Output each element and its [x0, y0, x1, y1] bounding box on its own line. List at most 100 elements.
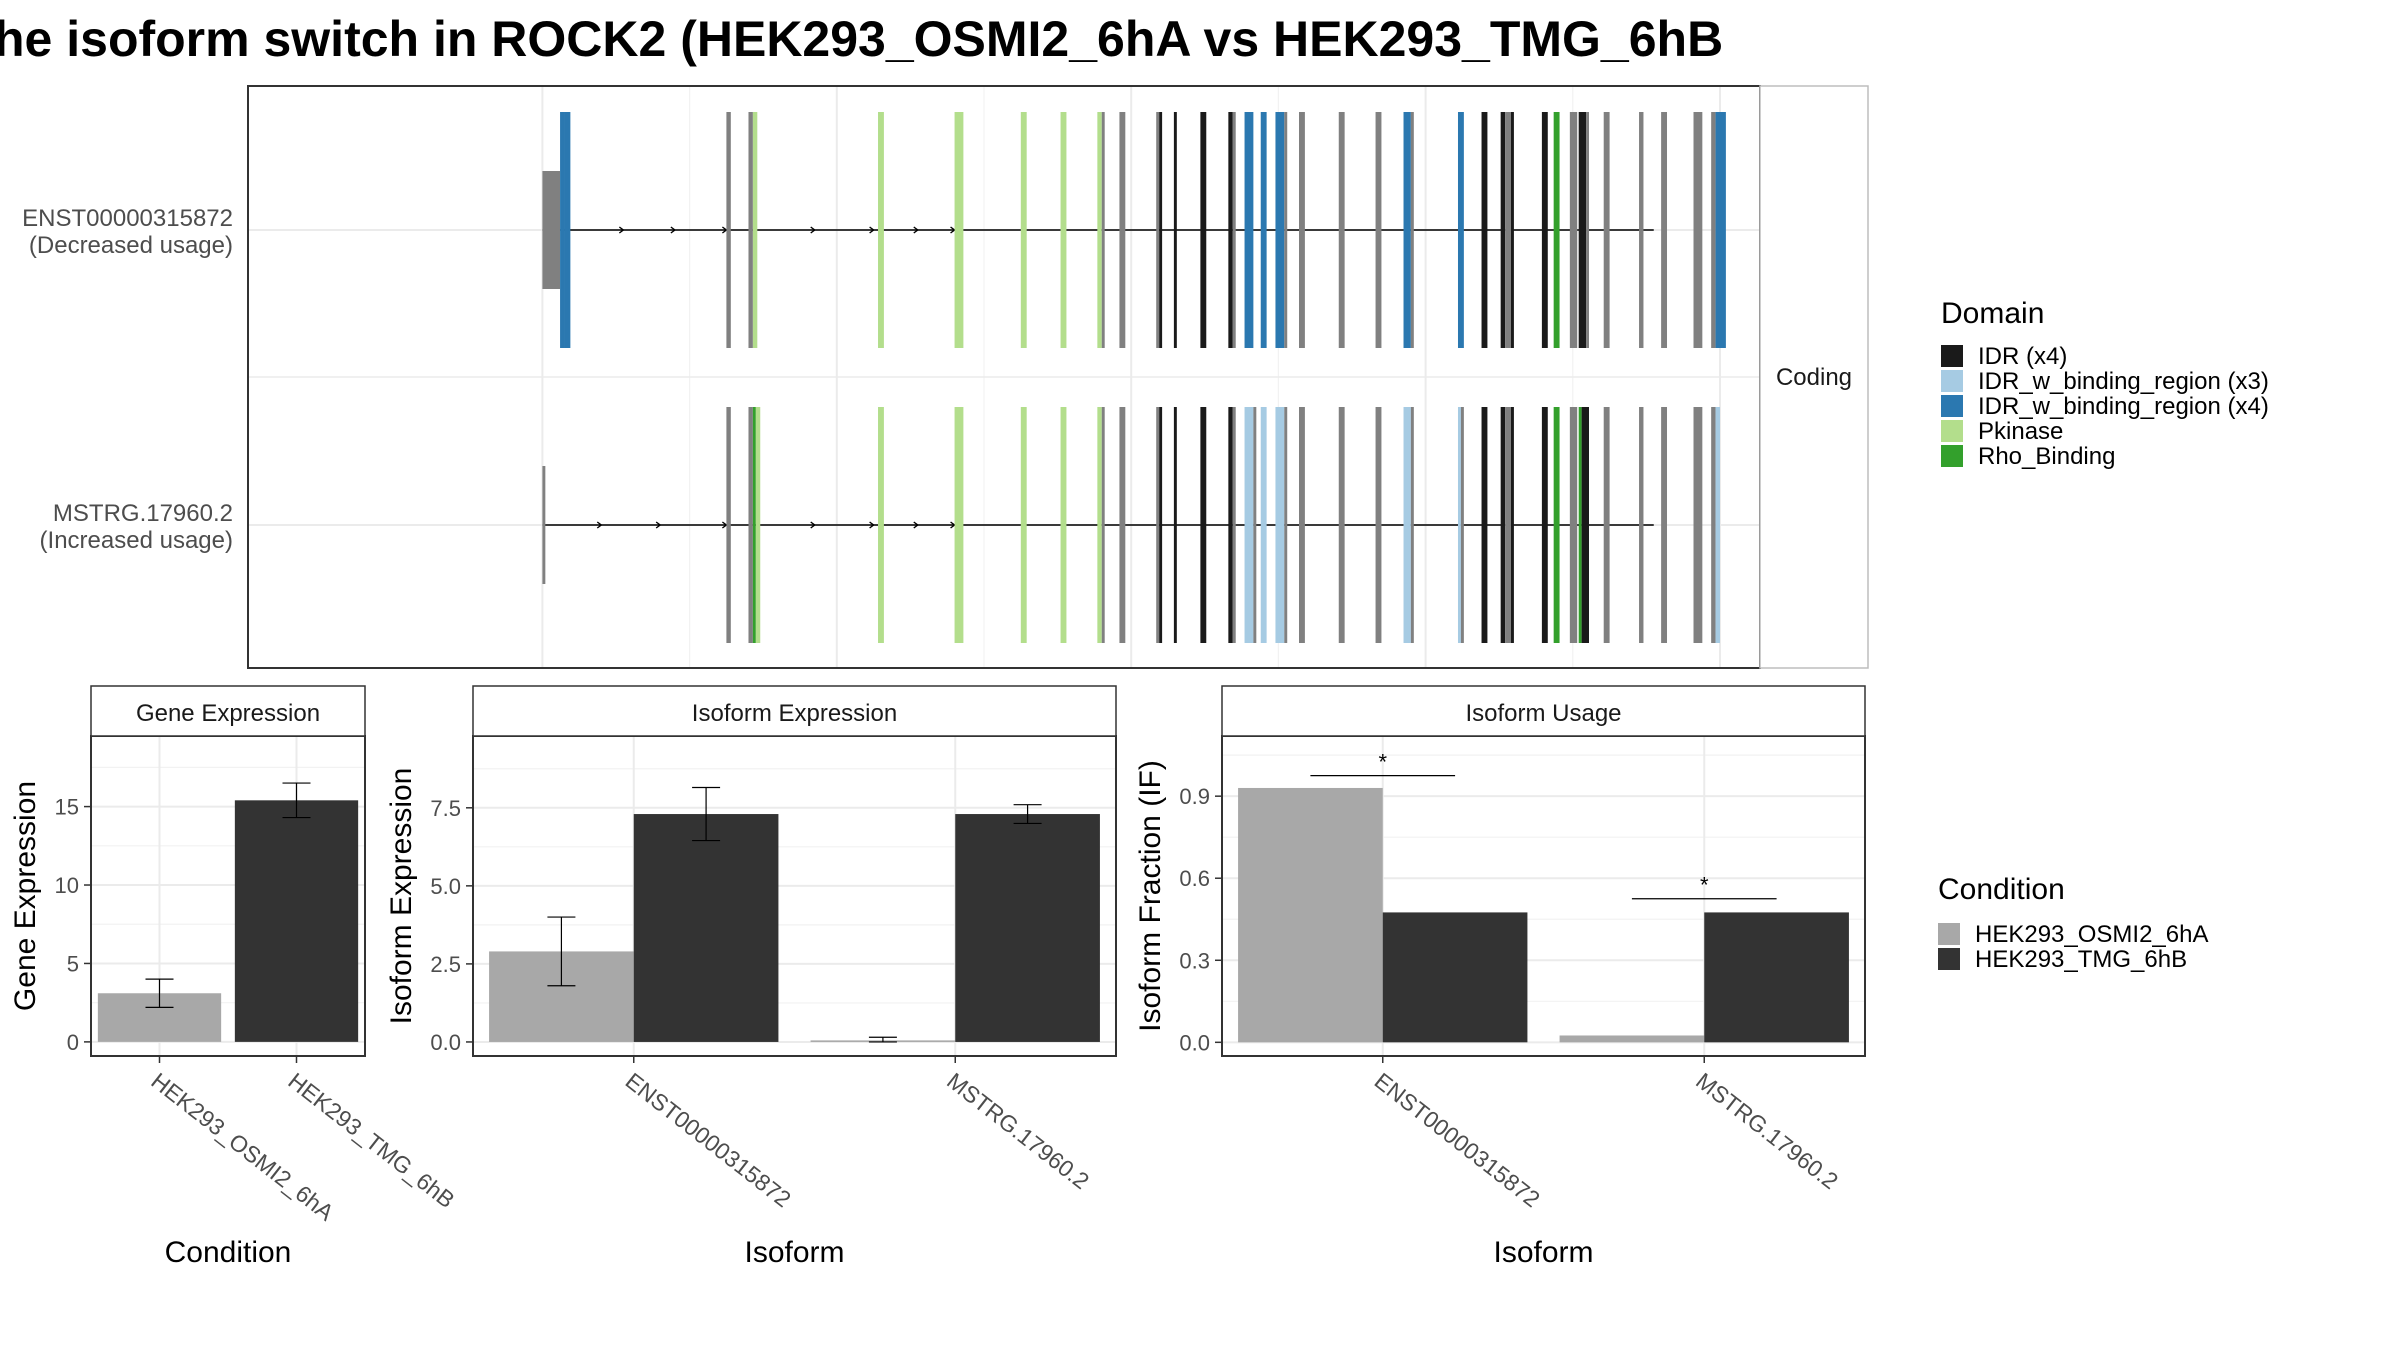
exon-idr-x4-: [1510, 407, 1514, 643]
bar-enst00000315872-cond-2: [1382, 912, 1528, 1043]
exon-idr-w-binding-region-x4-: [1275, 112, 1285, 348]
domain-legend-label: IDR (x4): [1978, 343, 2067, 370]
exon-no-domain: [1693, 112, 1703, 348]
exon-pkinase: [1097, 112, 1102, 348]
domain-legend-label: IDR_w_binding_region (x3): [1978, 368, 2269, 395]
exon-idr-w-binding-region-x4-: [1260, 112, 1267, 348]
exon-idr-w-binding-region-x3-: [1244, 407, 1254, 643]
exon-no-domain: [1410, 407, 1414, 643]
exon-no-domain: [1661, 407, 1668, 643]
bar-mstrg-17960-2-cond-2: [955, 814, 1100, 1042]
bar-enst00000315872-cond-2: [633, 814, 779, 1042]
condition-legend-label: HEK293_TMG_6hB: [1975, 946, 2187, 973]
exon-pkinase: [1020, 112, 1027, 348]
direction-arrow: [869, 226, 875, 234]
domain-legend-key: [1941, 445, 1963, 467]
exon-idr-w-binding-region-x3-: [1403, 407, 1411, 643]
exon-idr-x4-: [1159, 112, 1163, 348]
exon-no-domain: [1101, 407, 1105, 643]
y-tick-label: 0.9: [1179, 784, 1210, 809]
error-bar: [547, 916, 576, 987]
strip-background: [472, 685, 1117, 737]
exon-idr-w-binding-region-x3-: [1457, 407, 1461, 643]
isoform-expression-panel: Isoform Expression 0.0 2.5 5.0 7.5 ENST000003…: [385, 685, 1117, 1269]
condition-legend-title: Condition: [1938, 873, 2065, 906]
exon-no-domain: [1661, 112, 1668, 348]
exon-idr-w-binding-region-x4-: [1403, 112, 1411, 348]
x-tick-label: MSTRG.17960.2: [1691, 1067, 1843, 1194]
domain-legend-label: Rho_Binding: [1978, 443, 2115, 470]
exon-rho-binding: [1553, 407, 1560, 643]
bar-hek293-tmg-6hb-cond-2: [234, 800, 359, 1042]
exon-idr-x4-: [1541, 407, 1548, 643]
exon-pkinase: [954, 112, 964, 348]
exon-idr-x4-: [1228, 407, 1233, 643]
y-tick-label: 5: [67, 951, 79, 976]
direction-arrow: [913, 226, 919, 234]
exon-no-domain: [542, 171, 561, 289]
transcript-track-2: [542, 407, 1804, 643]
direction-arrow: [913, 521, 919, 529]
bar-mstrg-17960-2-cond-2: [1704, 912, 1849, 1043]
error-bar: [1013, 804, 1042, 825]
exon-idr-x4-: [1173, 407, 1177, 643]
error-bar: [868, 1036, 897, 1043]
transcript-label: MSTRG.17960.2: [53, 500, 233, 527]
exon-no-domain: [1586, 112, 1589, 348]
exon-idr-x4-: [1500, 407, 1506, 643]
domain-legend-key: [1941, 370, 1963, 392]
isoform-usage-panel: * * Isoform Usage 0.0 0.3 0.6 0.9 ENST000003158…: [1134, 685, 1866, 1269]
exon-pkinase: [878, 112, 884, 348]
strip-label: Isoform Usage: [1465, 700, 1621, 727]
condition-legend-key: [1938, 948, 1960, 970]
exon-idr-x4-: [1159, 407, 1163, 643]
exon-no-domain: [1284, 407, 1288, 643]
y-tick-label: 0.0: [430, 1030, 461, 1055]
exon-no-domain: [1505, 112, 1511, 348]
exon-pkinase: [1020, 407, 1027, 643]
x-axis-title: Condition: [165, 1236, 292, 1269]
exon-no-domain: [1299, 407, 1305, 643]
exon-idr-w-binding-region-x3-: [1260, 407, 1267, 643]
domain-legend: Domain IDR (x4)IDR_w_binding_region (x3)I…: [1941, 297, 2269, 470]
direction-arrow: [618, 226, 625, 234]
exon-idr-w-binding-region-x3-: [1715, 407, 1720, 643]
exon-no-domain: [1711, 112, 1716, 348]
exon-idr-x4-: [1200, 407, 1207, 643]
direction-arrow: [810, 521, 816, 529]
y-tick-label: 7.5: [430, 796, 461, 821]
error-bar: [282, 782, 311, 819]
transcript-label: ENST00000315872: [22, 205, 233, 232]
strip-background: [1759, 85, 1869, 669]
significance-star: *: [1700, 873, 1709, 898]
exon-rho-binding: [1578, 407, 1582, 643]
y-axis-title: Isoform Expression: [385, 768, 418, 1025]
y-tick-label: 0.0: [1179, 1030, 1210, 1055]
exon-idr-w-binding-region-x4-: [1244, 112, 1254, 348]
exon-idr-x4-: [1500, 112, 1506, 348]
significance-star: *: [1378, 750, 1387, 775]
exon-no-domain: [1253, 407, 1257, 643]
exon-idr-w-binding-region-x4-: [564, 112, 571, 348]
exon-idr-x4-: [1173, 112, 1177, 348]
strip-background: [1221, 685, 1866, 737]
exon-no-domain: [1375, 407, 1382, 643]
exon-no-domain: [748, 112, 753, 348]
transcript-usage-label: (Decreased usage): [29, 232, 233, 259]
bar-enst00000315872-cond-1: [1238, 787, 1383, 1043]
exon-idr-w-binding-region-x4-: [1457, 112, 1464, 348]
exon-pkinase: [1060, 112, 1067, 348]
y-tick-label: 0.3: [1179, 948, 1210, 973]
exon-no-domain: [1569, 112, 1578, 348]
strip-label: Gene Expression: [136, 700, 320, 727]
domain-legend-title: Domain: [1941, 297, 2044, 330]
x-tick-label: ENST00000315872: [1370, 1067, 1545, 1212]
chart-title: he isoform switch in ROCK2 (HEK293_OSMI2…: [0, 11, 1723, 67]
exon-no-domain: [1232, 407, 1236, 643]
direction-arrow: [810, 226, 816, 234]
exon-pkinase: [1060, 407, 1067, 643]
exon-no-domain: [1156, 407, 1160, 643]
exon-no-domain: [1603, 112, 1610, 348]
y-tick-label: 5.0: [430, 874, 461, 899]
